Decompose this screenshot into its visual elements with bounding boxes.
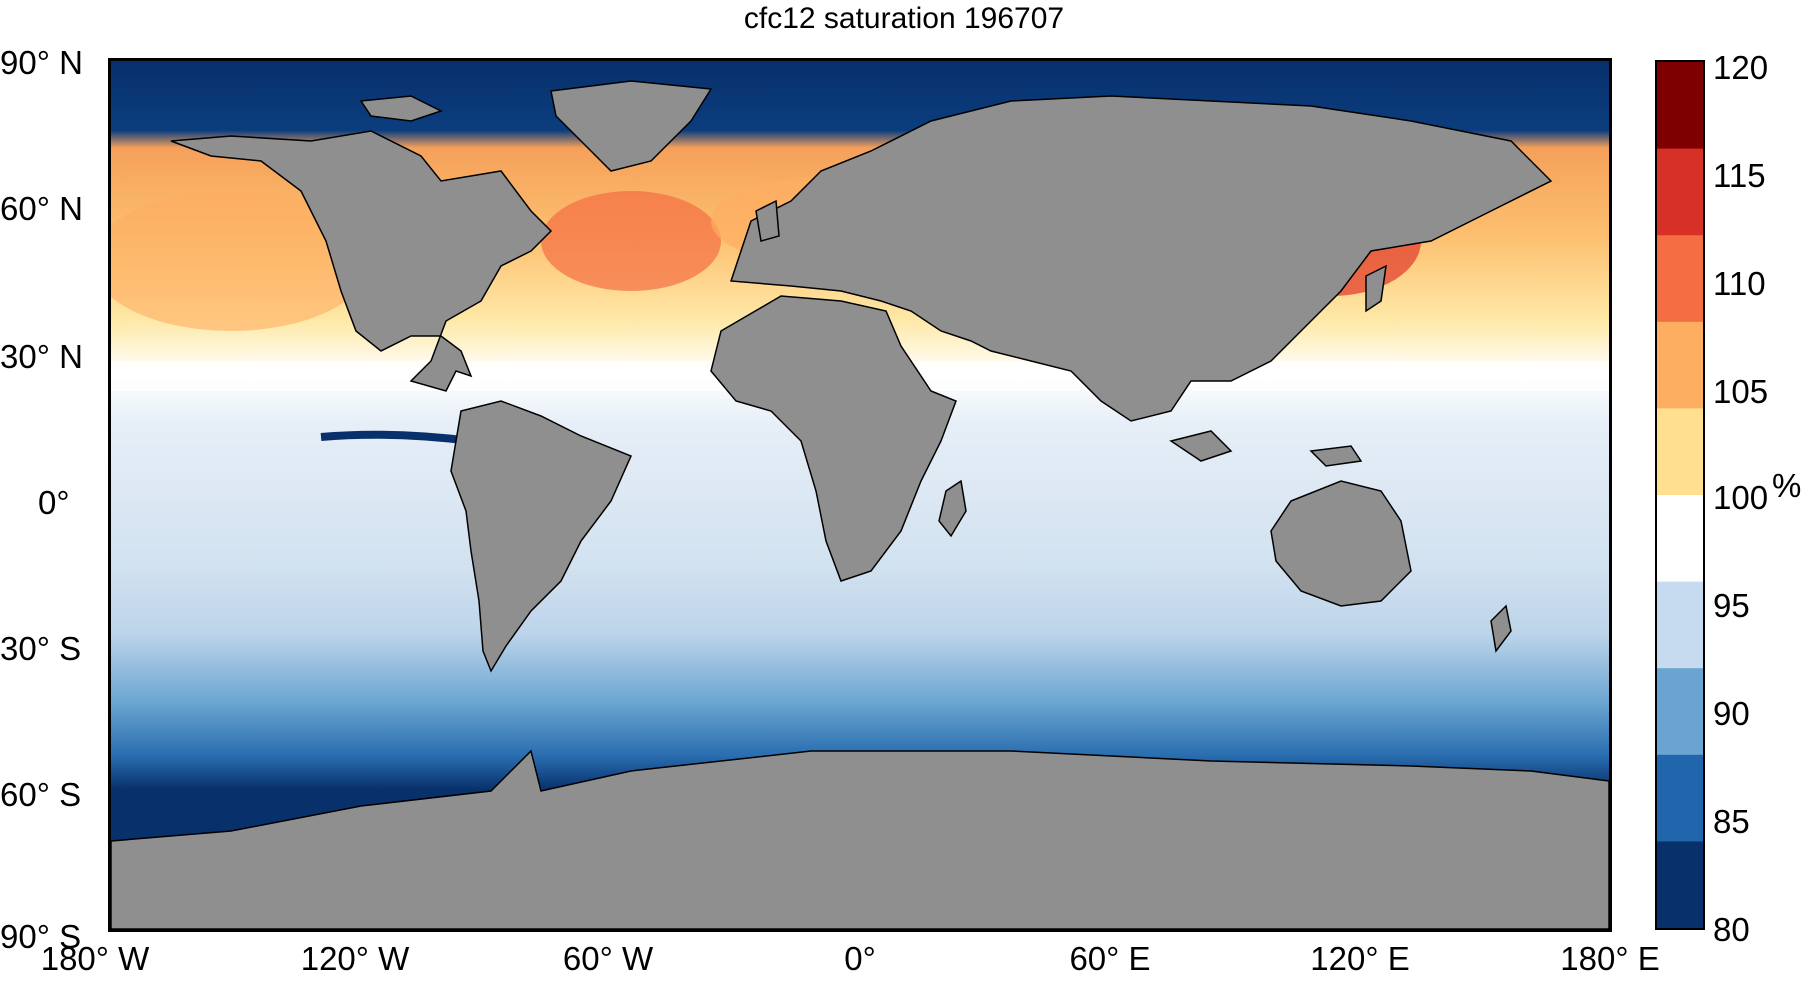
colorbar-band [1657, 408, 1703, 496]
colorbar-band [1657, 668, 1703, 756]
colorbar-tick-105: 105 [1713, 373, 1769, 410]
land-madagascar [938, 479, 967, 538]
land-uk [755, 199, 780, 242]
colorbar-band [1657, 148, 1703, 236]
land-antarctica [111, 749, 1609, 929]
lon-label-180e: 180° E [1560, 940, 1660, 977]
land-greenland [550, 80, 713, 172]
map-panel [108, 58, 1612, 932]
lat-label-90n: 90° N [0, 44, 83, 81]
lat-label-30n: 30° N [0, 338, 83, 375]
equatorial-upwelling [320, 430, 472, 445]
land-indonesia [1169, 430, 1233, 462]
land-eurasia [729, 95, 1553, 422]
lon-label-120e: 120° E [1310, 940, 1410, 977]
warm-patch-north-pacific [111, 191, 371, 331]
colorbar-band [1657, 62, 1703, 150]
warm-patch-north-atlantic [541, 191, 721, 291]
lon-label-180w: 180° W [40, 940, 150, 977]
lat-label-30s: 30° S [0, 630, 82, 667]
land-north-america [170, 130, 553, 392]
lon-label-60e: 60° E [1069, 940, 1151, 977]
colorbar-band [1657, 841, 1703, 928]
colorbar [1655, 60, 1705, 930]
colorbar-band [1657, 754, 1703, 842]
colorbar-tick-115: 115 [1713, 157, 1766, 194]
lon-label-0: 0° [844, 940, 876, 977]
land-new-zealand [1490, 604, 1512, 653]
lat-label-60n: 60° N [0, 190, 83, 227]
colorbar-band [1657, 581, 1703, 669]
land-new-guinea [1309, 445, 1363, 467]
colorbar-band [1657, 235, 1703, 323]
lat-label-90s: 90° S [0, 918, 82, 955]
map-title: cfc12 saturation 196707 [743, 2, 1065, 35]
land-africa [710, 295, 957, 582]
land-arctic-islands [359, 95, 443, 122]
lon-label-60w: 60° W [562, 940, 654, 977]
lat-label-0: 0° [38, 484, 70, 521]
colorbar-tick-110: 110 [1713, 265, 1766, 302]
colorbar-tick-100: 100 [1713, 479, 1769, 516]
colorbar-tick-80: 80 [1713, 911, 1750, 948]
colorbar-band [1657, 495, 1703, 583]
colorbar-band [1657, 321, 1703, 409]
map-svg [111, 61, 1609, 929]
colorbar-tick-90: 90 [1713, 695, 1750, 732]
colorbar-svg [1657, 62, 1703, 928]
land-australia [1270, 480, 1412, 607]
colorbar-tick-85: 85 [1713, 803, 1750, 840]
lon-label-120w: 120° W [300, 940, 410, 977]
land-japan [1365, 264, 1387, 313]
land-south-america [450, 400, 633, 673]
colorbar-tick-95: 95 [1713, 587, 1750, 624]
colorbar-unit: % [1772, 467, 1802, 504]
lat-label-60s: 60° S [0, 776, 82, 813]
colorbar-tick-120: 120 [1713, 49, 1769, 86]
land-masses [111, 80, 1609, 929]
